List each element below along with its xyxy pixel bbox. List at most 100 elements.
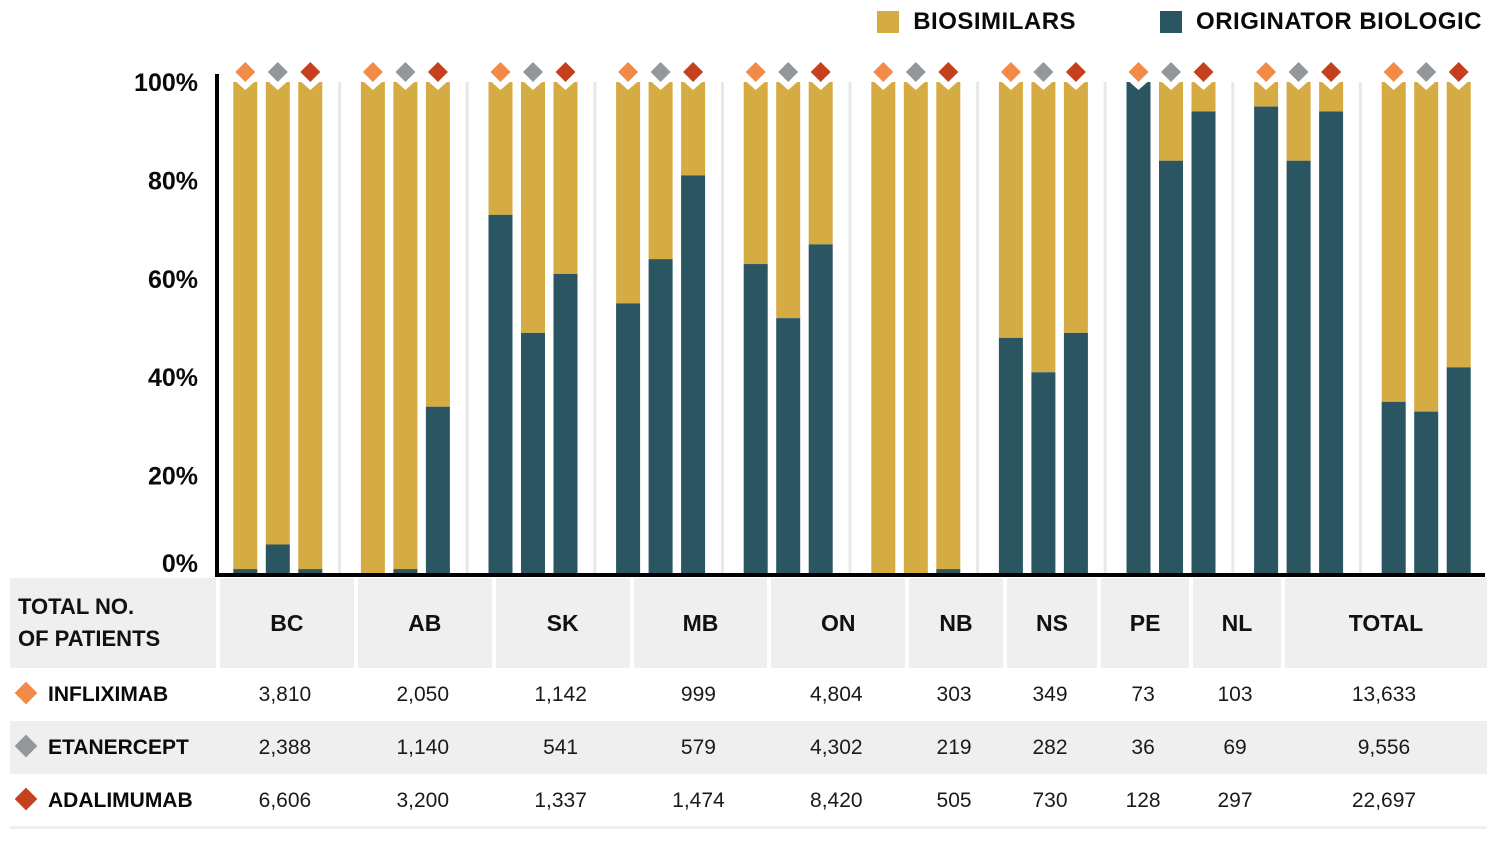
bar-originator-pe-infliximab xyxy=(1126,82,1151,574)
marker-notch xyxy=(1322,82,1341,90)
bar-originator-pe-adalimumab xyxy=(1191,111,1216,575)
table-cell: 73 xyxy=(1131,682,1155,706)
column-header-sk: SK xyxy=(491,578,630,668)
diamond-adalimumab-icon xyxy=(683,62,704,82)
y-tick-label: 40% xyxy=(148,364,198,392)
table-cell: 1,474 xyxy=(672,788,725,812)
row-label-text: INFLIXIMAB xyxy=(48,682,169,706)
bar-biosimilars-on-adalimumab xyxy=(808,82,833,245)
table-cell: 303 xyxy=(936,682,972,706)
bar-biosimilars-pe-etanercept xyxy=(1159,82,1183,161)
bar-biosimilars-on-infliximab xyxy=(743,82,768,265)
bar-biosimilars-sk-etanercept xyxy=(521,82,545,333)
marker-notch xyxy=(524,82,542,90)
marker-notch xyxy=(1129,82,1148,90)
legend-label-biosimilars: BIOSIMILARS xyxy=(913,8,1077,35)
row-label-etanercept: ETANERCEPT xyxy=(10,721,216,774)
column-header-mb: MB xyxy=(629,578,768,668)
biosimilars-swatch xyxy=(877,11,900,33)
bar-biosimilars-sk-infliximab xyxy=(488,82,513,215)
group-separators xyxy=(338,82,1362,574)
bar-originator-pe-etanercept xyxy=(1159,160,1183,574)
table-cell: 297 xyxy=(1217,788,1253,812)
bar-biosimilars-ns-etanercept xyxy=(1031,82,1056,373)
table-cell: 999 xyxy=(680,682,716,706)
marker-notch xyxy=(556,82,575,90)
table-cell: 349 xyxy=(1032,682,1068,706)
marker-notch xyxy=(1194,82,1213,90)
row-label-adalimumab: ADALIMUMAB xyxy=(10,774,216,827)
bar-originator-sk-infliximab xyxy=(488,214,513,574)
legend-item-biosimilars: BIOSIMILARS xyxy=(877,8,1076,36)
header-label-line1: TOTAL NO. xyxy=(18,594,135,619)
marker-notch xyxy=(684,82,703,90)
diamond-etanercept-icon xyxy=(395,62,416,82)
table-cell: 3,810 xyxy=(258,682,312,706)
y-tick-label: 0% xyxy=(162,550,198,578)
diamond-adalimumab-icon xyxy=(555,62,576,82)
legend-label-originator: ORIGINATOR BIOLOGIC xyxy=(1196,8,1482,35)
diamond-infliximab-icon xyxy=(362,62,383,82)
diamond-etanercept-icon xyxy=(905,62,926,82)
diamond-infliximab-icon xyxy=(745,62,766,82)
row-label-text: ADALIMUMAB xyxy=(48,788,193,812)
table-row-infliximab: INFLIXIMAB 3,810 2,050 1,142 999 4,804 3… xyxy=(10,668,1487,721)
table-cell: 579 xyxy=(629,721,768,774)
marker-notch xyxy=(428,82,447,90)
bar-originator-total-infliximab xyxy=(1381,401,1406,574)
marker-notch xyxy=(746,82,765,90)
originator-swatch xyxy=(1160,11,1183,33)
table-cell: 9,556 xyxy=(1280,721,1487,774)
bar-originator-nb-adalimumab xyxy=(936,569,961,574)
marker-notch xyxy=(939,82,958,90)
bar-originator-mb-adalimumab xyxy=(681,175,706,575)
bar-biosimilars-ab-etanercept xyxy=(393,82,418,570)
y-tick-label: 100% xyxy=(134,69,198,97)
diamond-gray-icon xyxy=(14,734,38,758)
marker-notch xyxy=(236,82,255,90)
bar-originator-sk-adalimumab xyxy=(553,273,578,574)
diamond-adalimumab-icon xyxy=(1321,62,1342,82)
column-header-nb: NB xyxy=(905,578,1003,668)
table-cell: 541 xyxy=(491,721,630,774)
marker-notch xyxy=(619,82,638,90)
marker-notch xyxy=(1257,82,1276,90)
diamond-infliximab-icon xyxy=(1000,62,1021,82)
diamond-etanercept-icon xyxy=(267,62,288,82)
diamond-infliximab-icon xyxy=(235,62,256,82)
bar-biosimilars-ns-infliximab xyxy=(998,82,1023,338)
bar-originator-ab-adalimumab xyxy=(425,406,450,574)
bar-originator-mb-etanercept xyxy=(648,259,673,574)
bar-biosimilars-bc-infliximab xyxy=(233,82,258,570)
y-tick-label: 80% xyxy=(148,167,198,195)
bar-biosimilars-ns-adalimumab xyxy=(1063,82,1088,333)
table-row-etanercept: ETANERCEPT 2,388 1,140 541 579 4,302 219… xyxy=(10,721,1487,774)
table-cell: 282 xyxy=(1002,721,1098,774)
marker-notch xyxy=(396,82,415,90)
marker-notch xyxy=(906,82,925,90)
table-bottom-rule xyxy=(10,826,1487,829)
marker-notch xyxy=(779,82,798,90)
diamond-adalimumab-icon xyxy=(300,62,321,82)
diamond-orange-icon xyxy=(14,681,38,705)
table-cell: 13,633 xyxy=(1351,682,1417,706)
row-label-text: ETANERCEPT xyxy=(48,735,189,759)
marker-notch xyxy=(491,82,510,90)
marker-notch xyxy=(1289,82,1308,90)
diamond-etanercept-icon xyxy=(650,62,671,82)
table-cell: 22,697 xyxy=(1351,788,1417,812)
table-cell: 8,420 xyxy=(810,788,863,812)
marker-notch xyxy=(874,82,893,90)
bar-originator-nl-adalimumab xyxy=(1319,111,1344,575)
table-header-row: TOTAL NO. OF PATIENTS BC AB SK MB ON NB … xyxy=(10,578,1487,668)
bar-biosimilars-nb-etanercept xyxy=(903,82,928,574)
table-cell: 730 xyxy=(1032,788,1068,812)
column-header-ab: AB xyxy=(353,578,492,668)
stacked-bar-chart: 0% 20% 40% 60% 80% 100% xyxy=(134,62,1485,578)
drug-markers-layer xyxy=(235,62,1469,82)
marker-notch xyxy=(811,82,830,90)
marker-notch xyxy=(1417,82,1436,90)
column-header-nl: NL xyxy=(1189,578,1281,668)
bar-originator-on-etanercept xyxy=(776,318,801,574)
table-cell: 36 xyxy=(1097,721,1190,774)
